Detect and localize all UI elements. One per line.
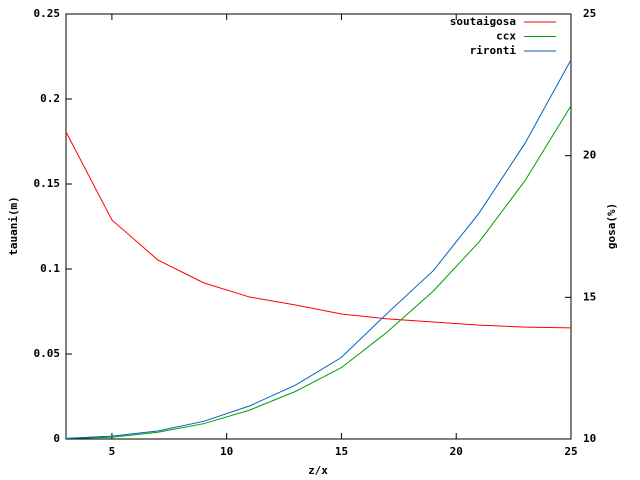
y-tick-label: 0 [53,432,60,445]
x-tick-label: 10 [220,445,233,458]
y2-tick-label: 15 [583,290,596,303]
y-axis-label: tauani(m) [7,196,20,256]
series-line [65,105,572,439]
y2-axis-label: gosa(%) [605,203,618,249]
y-tick-label: 0.1 [40,262,60,275]
x-tick-label: 25 [564,445,577,458]
x-axis-label: z/x [308,464,328,477]
x-tick-label: 5 [109,445,116,458]
series-line [65,59,572,439]
plot-frame [65,13,572,440]
y-tick-label: 0.25 [34,7,61,20]
y-tick-label: 0.2 [40,92,60,105]
y2-tick-label: 10 [583,432,596,445]
legend-label: rironti [470,44,517,57]
x-tick-label: 20 [450,445,463,458]
y-tick-label: 0.05 [34,347,61,360]
legend-label: ccx [496,30,516,43]
series-line [65,131,572,329]
y-tick-label: 0.15 [34,177,61,190]
y2-tick-label: 20 [583,149,596,162]
x-tick-label: 15 [335,445,348,458]
y2-tick-label: 25 [583,7,596,20]
legend-label: soutaigosa [450,15,516,28]
